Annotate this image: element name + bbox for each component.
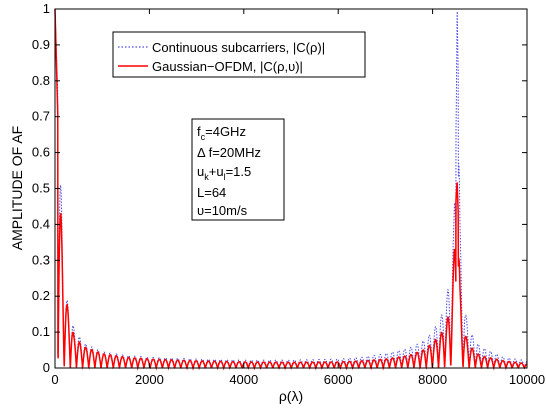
y-tick-label: 0.6 bbox=[32, 145, 50, 160]
y-tick-label: 0 bbox=[43, 360, 50, 375]
y-tick-label: 0.2 bbox=[32, 288, 50, 303]
y-axis-label: AMPLITUDE OF AF bbox=[9, 126, 25, 250]
annotation-fc: fc=4GHz bbox=[197, 124, 246, 142]
legend: Continuous subcarriers, |C(ρ)| Gaussian−… bbox=[112, 31, 366, 78]
annotation-velocity: υ=10m/s bbox=[197, 203, 248, 218]
x-tick-label: 2000 bbox=[135, 372, 164, 387]
legend-label-gaussian: Gaussian−OFDM, |C(ρ,υ)| bbox=[152, 59, 303, 74]
legend-label-continuous: Continuous subcarriers, |C(ρ)| bbox=[152, 40, 325, 55]
series-line-1 bbox=[54, 8, 528, 371]
series-layer bbox=[54, 8, 528, 371]
annotation-box bbox=[191, 118, 285, 221]
y-tick-label: 0.3 bbox=[32, 252, 50, 267]
x-tick-label: 6000 bbox=[324, 372, 353, 387]
x-tick-label: 8000 bbox=[418, 372, 447, 387]
axes-layer: 0 2000 4000 6000 8000 10000 0 0.1 0.2 0.3 0.4 0.5 0.… bbox=[32, 1, 545, 387]
y-tick-label: 0.7 bbox=[32, 109, 50, 124]
annotation-delta-f: Δ f=20MHz bbox=[197, 145, 261, 160]
x-tick-label: 0 bbox=[51, 372, 58, 387]
x-tick-label: 4000 bbox=[229, 372, 258, 387]
y-tick-label: 1 bbox=[43, 1, 50, 16]
y-tick-label: 0.1 bbox=[32, 324, 50, 339]
parameter-annotation: fc=4GHz Δ f=20MHz uk+ul=1.5 L=64 υ=10m/s bbox=[191, 118, 285, 221]
y-tick-label: 0.5 bbox=[32, 181, 50, 196]
y-tick-label: 0.8 bbox=[32, 73, 50, 88]
legend-box bbox=[112, 31, 366, 78]
y-tick-label: 0.9 bbox=[32, 37, 50, 52]
y-tick-label: 0.4 bbox=[32, 216, 50, 231]
x-tick-label: 10000 bbox=[509, 372, 545, 387]
x-axis-label: ρ(λ) bbox=[279, 388, 303, 404]
annotation-L: L=64 bbox=[197, 185, 226, 200]
annotation-uk-ul: uk+ul=1.5 bbox=[197, 164, 251, 182]
